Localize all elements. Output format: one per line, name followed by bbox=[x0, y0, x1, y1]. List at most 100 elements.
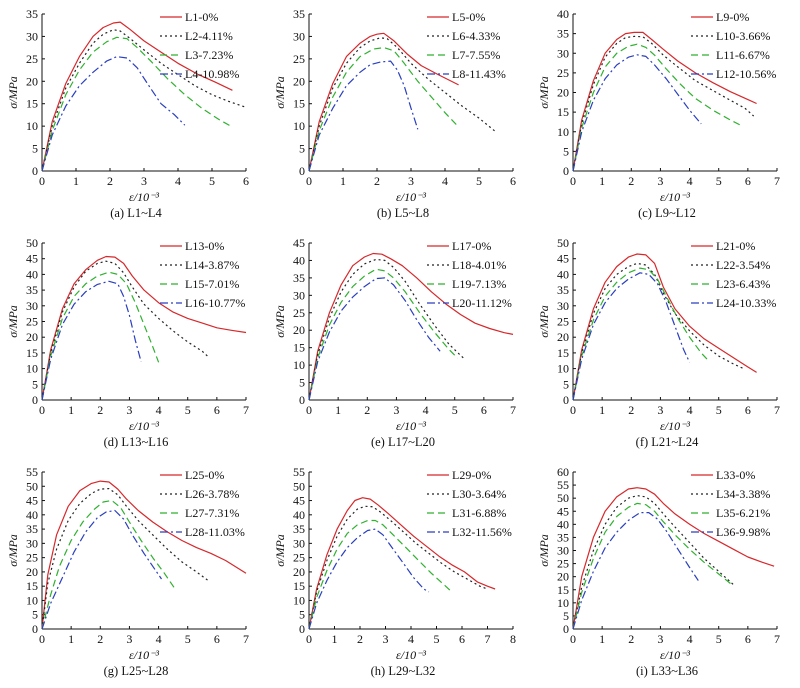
x-tick-label: 1 bbox=[73, 174, 79, 188]
legend-label-2: L30-3.64% bbox=[452, 487, 506, 501]
legend-label-1: L25-0% bbox=[185, 468, 224, 482]
series-line-3 bbox=[308, 519, 453, 630]
series-line-1 bbox=[41, 480, 247, 630]
y-axis-label: σ/MPa bbox=[537, 305, 551, 338]
y-tick-label: 55 bbox=[26, 465, 38, 479]
x-tick-label: 1 bbox=[599, 403, 605, 417]
x-tick-label: 0 bbox=[570, 632, 576, 646]
y-tick-label: 10 bbox=[26, 593, 38, 607]
series-line-3 bbox=[41, 36, 233, 172]
panel-caption: (e) L17~L20 bbox=[371, 435, 435, 449]
legend-label-1: L17-0% bbox=[452, 239, 491, 253]
y-tick-label: 40 bbox=[26, 508, 38, 522]
series-line-3 bbox=[572, 502, 734, 630]
x-tick-label: 1 bbox=[68, 632, 74, 646]
legend-label-2: L26-3.78% bbox=[185, 487, 239, 501]
legend-label-2: L22-3.54% bbox=[716, 258, 770, 272]
y-tick-label: 25 bbox=[26, 52, 38, 66]
legend-label-4: L28-11.03% bbox=[185, 525, 245, 539]
y-axis-label: σ/MPa bbox=[273, 305, 287, 338]
x-tick-label: 7 bbox=[485, 632, 491, 646]
x-tick-label: 5 bbox=[185, 632, 191, 646]
series-line-1 bbox=[572, 31, 757, 172]
legend-label-3: L15-7.01% bbox=[185, 277, 239, 291]
legend-label-3: L31-6.88% bbox=[452, 506, 506, 520]
x-tick-label: 4 bbox=[408, 632, 414, 646]
x-tick-label: 5 bbox=[476, 174, 482, 188]
x-tick-label: 6 bbox=[459, 632, 465, 646]
y-tick-label: 55 bbox=[293, 465, 305, 479]
y-tick-label: 30 bbox=[293, 536, 305, 550]
legend-label-3: L3-7.23% bbox=[185, 48, 233, 62]
panel-caption: (i) L33~L36 bbox=[636, 664, 698, 678]
y-tick-label: 35 bbox=[557, 283, 569, 297]
y-tick-label: 45 bbox=[293, 236, 305, 250]
y-tick-label: 5 bbox=[563, 144, 569, 158]
y-tick-label: 25 bbox=[557, 315, 569, 329]
y-axis-label: σ/MPa bbox=[273, 76, 287, 109]
y-tick-label: 60 bbox=[557, 465, 569, 479]
y-tick-label: 5 bbox=[32, 142, 38, 156]
y-tick-label: 10 bbox=[557, 125, 569, 139]
y-tick-label: 35 bbox=[293, 522, 305, 536]
x-tick-label: 0 bbox=[39, 403, 45, 417]
series-line-3 bbox=[308, 268, 459, 401]
x-tick-label: 2 bbox=[364, 403, 370, 417]
x-tick-label: 1 bbox=[599, 632, 605, 646]
y-tick-label: 50 bbox=[293, 479, 305, 493]
legend-label-4: L12-10.56% bbox=[716, 67, 776, 81]
x-tick-label: 5 bbox=[716, 403, 722, 417]
y-tick-label: 30 bbox=[293, 29, 305, 43]
y-tick-label: 50 bbox=[26, 479, 38, 493]
series-line-3 bbox=[308, 46, 460, 172]
x-tick-label: 5 bbox=[434, 632, 440, 646]
x-tick-label: 6 bbox=[243, 174, 249, 188]
y-tick-label: 10 bbox=[293, 358, 305, 372]
y-tick-label: 20 bbox=[293, 565, 305, 579]
series-line-3 bbox=[572, 43, 743, 172]
y-tick-label: 45 bbox=[26, 494, 38, 508]
x-tick-label: 6 bbox=[510, 174, 516, 188]
series-line-3 bbox=[41, 499, 177, 630]
legend-label-1: L13-0% bbox=[185, 239, 224, 253]
y-tick-label: 0 bbox=[563, 393, 569, 407]
x-tick-label: 6 bbox=[214, 632, 220, 646]
y-axis-label: σ/MPa bbox=[273, 534, 287, 567]
x-tick-label: 1 bbox=[340, 174, 346, 188]
x-tick-label: 0 bbox=[39, 174, 45, 188]
y-tick-label: 25 bbox=[557, 66, 569, 80]
chart-panel-1: 0 1 2 3 4 5 6 0 5 10 15 20 25 30 35 ε/10⁻³ σ/MPa (a) L1~L… bbox=[6, 7, 249, 220]
y-tick-label: 35 bbox=[557, 530, 569, 544]
x-axis-label: ε/10⁻³ bbox=[396, 648, 426, 662]
x-tick-label: 2 bbox=[357, 632, 363, 646]
y-tick-label: 45 bbox=[557, 252, 569, 266]
legend-label-1: L29-0% bbox=[452, 468, 491, 482]
y-tick-label: 35 bbox=[26, 283, 38, 297]
x-tick-label: 4 bbox=[687, 174, 693, 188]
y-tick-label: 5 bbox=[563, 609, 569, 623]
y-tick-label: 5 bbox=[299, 142, 305, 156]
legend-label-4: L32-11.56% bbox=[452, 525, 512, 539]
legend-label-2: L14-3.87% bbox=[185, 258, 239, 272]
y-tick-label: 25 bbox=[557, 557, 569, 571]
y-tick-label: 35 bbox=[293, 271, 305, 285]
x-tick-label: 6 bbox=[745, 403, 751, 417]
x-axis-label: ε/10⁻³ bbox=[129, 419, 159, 433]
y-tick-label: 0 bbox=[563, 164, 569, 178]
y-tick-label: 30 bbox=[557, 544, 569, 558]
series-line-4 bbox=[308, 277, 441, 401]
y-tick-label: 15 bbox=[293, 579, 305, 593]
legend-label-2: L18-4.01% bbox=[452, 258, 506, 272]
x-tick-label: 5 bbox=[209, 174, 215, 188]
y-tick-label: 45 bbox=[26, 252, 38, 266]
y-tick-label: 5 bbox=[32, 608, 38, 622]
y-tick-label: 15 bbox=[293, 341, 305, 355]
legend-label-4: L36-9.98% bbox=[716, 525, 770, 539]
series-line-4 bbox=[572, 511, 699, 630]
chart-panel-2: 0 1 2 3 4 5 6 0 5 10 15 20 25 30 35 ε/10⁻³ σ/MPa (b) L5~L… bbox=[273, 7, 516, 220]
x-tick-label: 0 bbox=[306, 174, 312, 188]
series-line-1 bbox=[308, 32, 459, 172]
x-tick-label: 7 bbox=[243, 403, 249, 417]
x-tick-label: 5 bbox=[716, 632, 722, 646]
